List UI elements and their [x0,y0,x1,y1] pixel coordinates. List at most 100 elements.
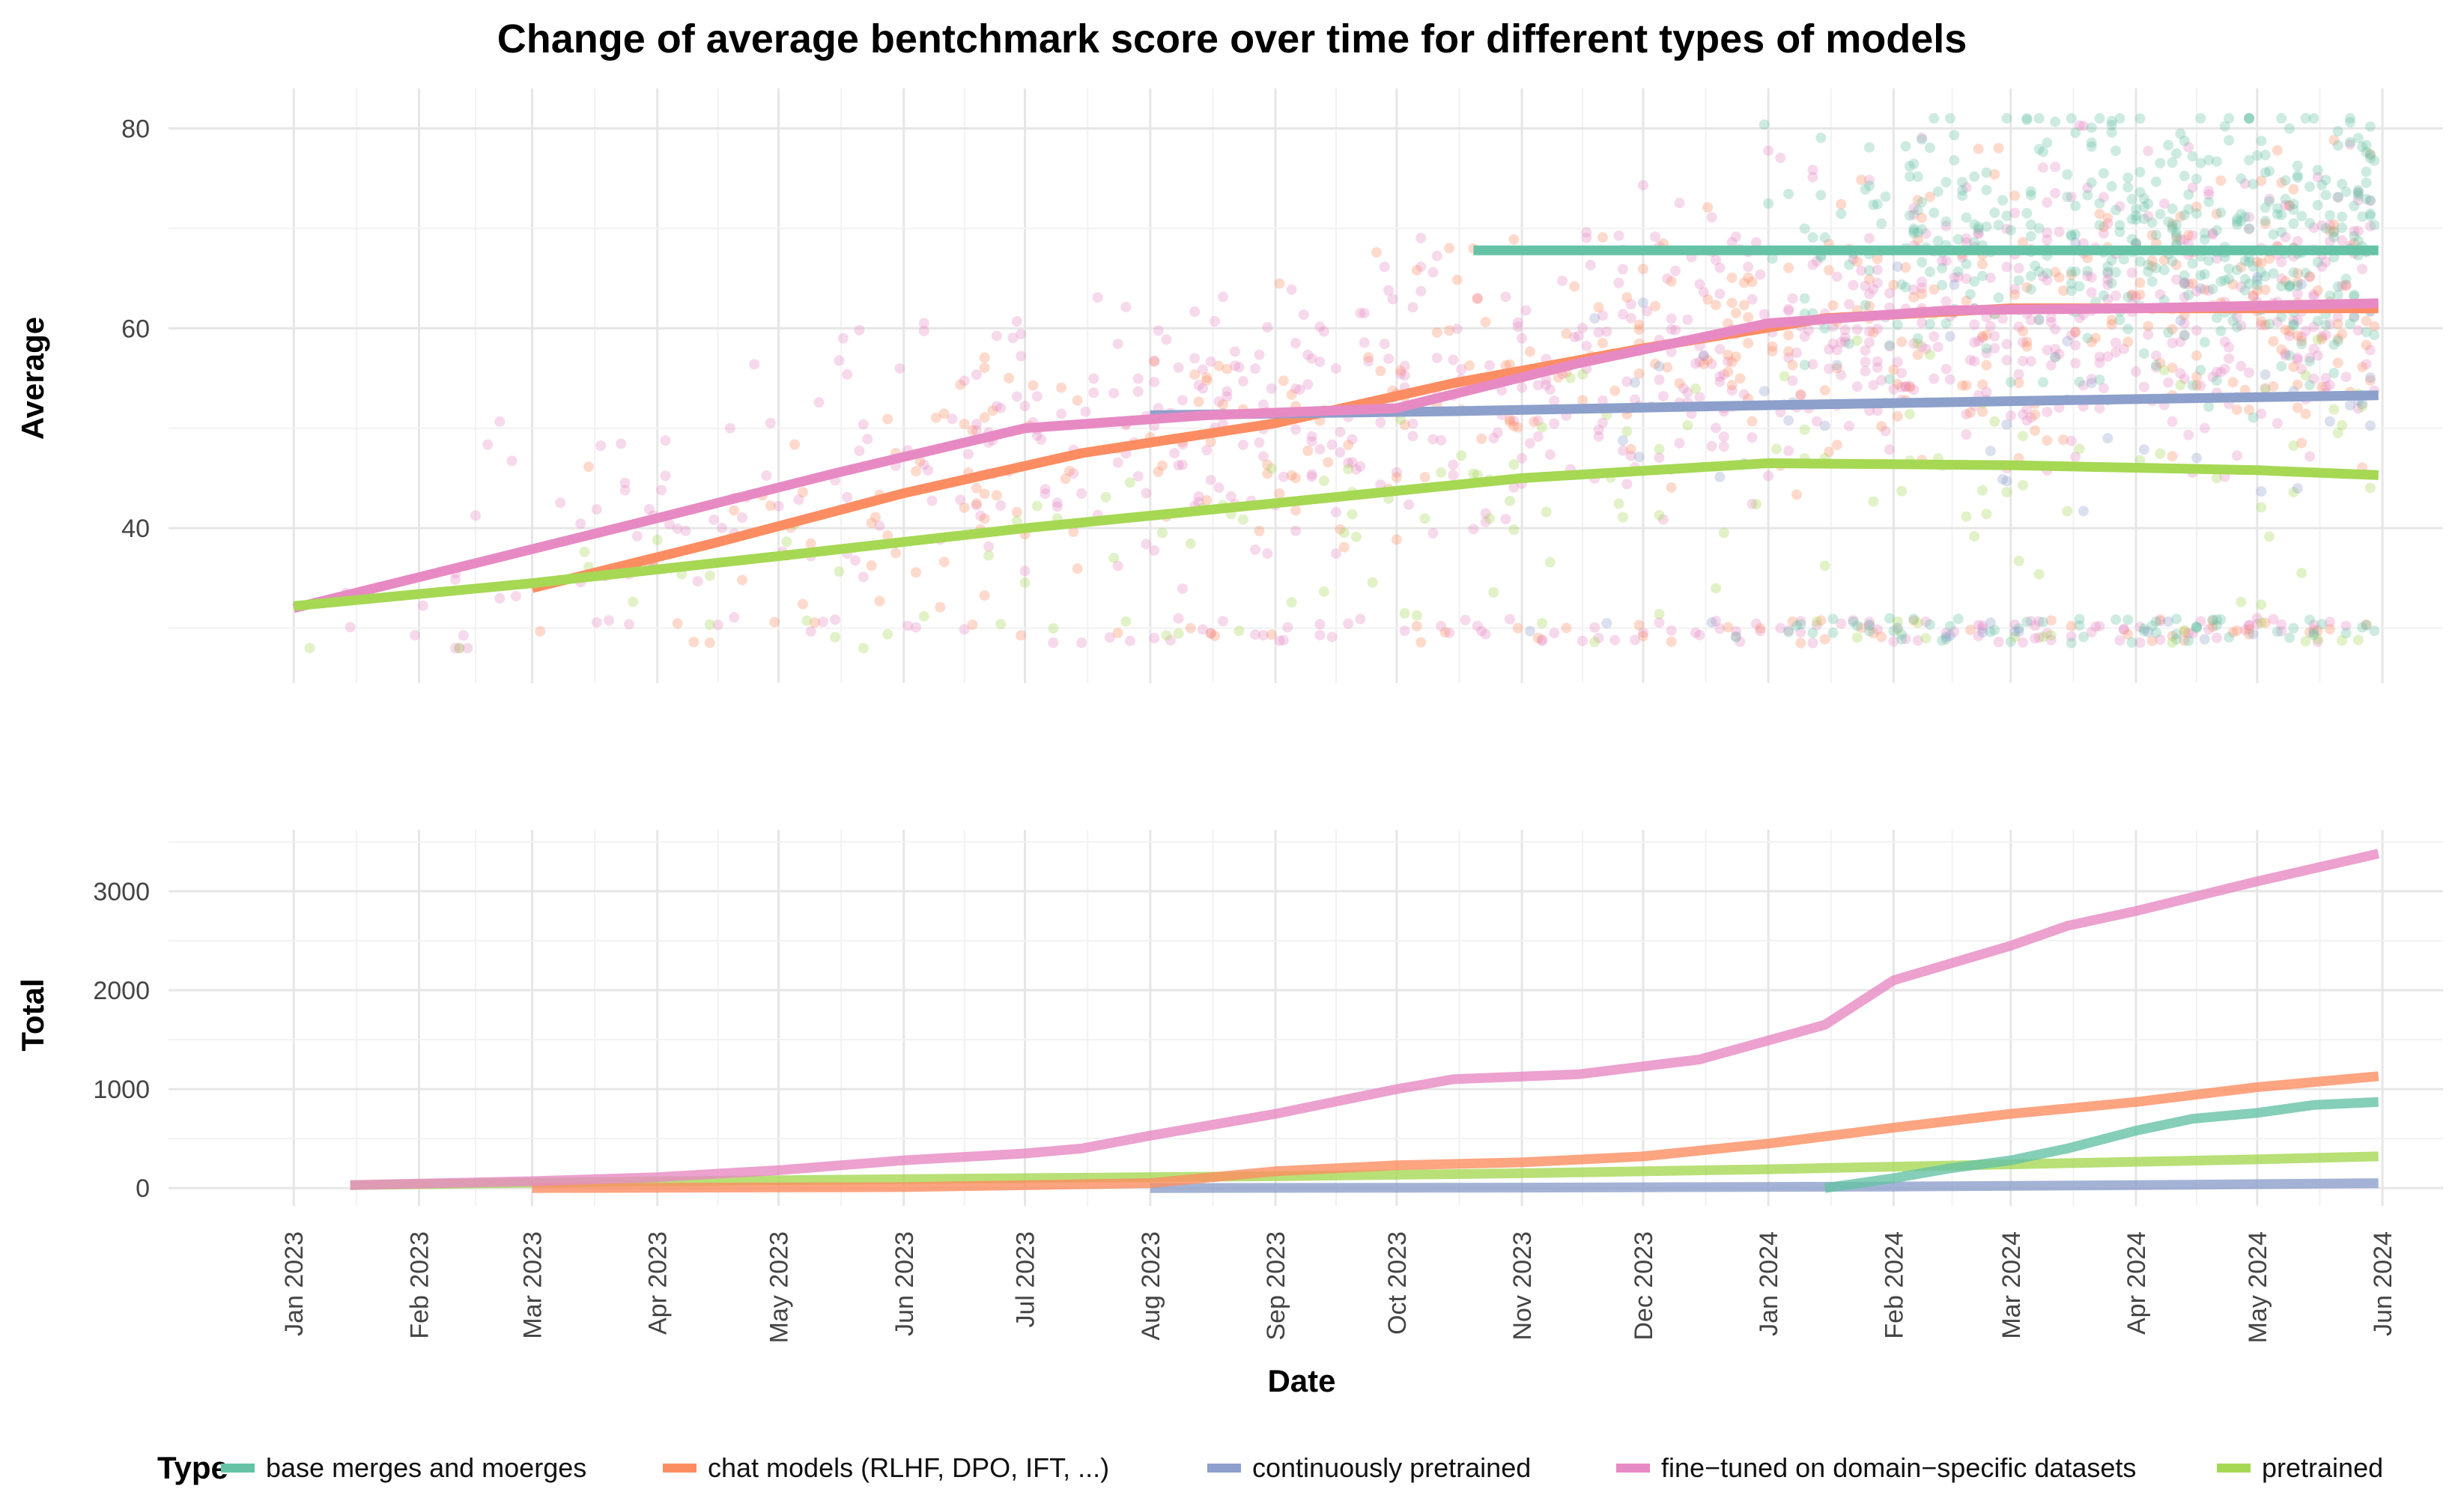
scatter-point [1040,488,1051,500]
scatter-point [1512,422,1523,433]
scatter-point [1787,375,1798,386]
scatter-point [2074,613,2085,625]
scatter-point [1868,199,1879,210]
scatter-point [2021,404,2033,415]
scatter-point [1016,630,1027,641]
scatter-point [1072,563,1083,574]
scatter-point [979,513,990,524]
scatter-point [2312,334,2323,345]
scatter-point [2260,150,2271,161]
y-tick-label: 80 [121,115,150,143]
scatter-point [1306,469,1317,480]
scatter-point [1876,631,1887,643]
scatter-point [1549,395,1560,407]
scatter-point [1633,452,1645,463]
scatter-point [1750,237,1761,248]
scatter-point [2111,337,2122,348]
scatter-point [967,619,978,631]
scatter-point [2187,230,2198,241]
scatter-point [2195,365,2206,376]
scatter-point [2320,330,2331,341]
scatter-point [2146,620,2158,631]
scatter-point [1831,271,1842,282]
scatter-point [1884,341,1895,352]
scatter-point [1621,376,1633,387]
scatter-point [2320,381,2331,392]
scatter-point [1924,267,1935,278]
scatter-point [938,557,950,568]
scatter-point [1819,634,1830,645]
scatter-point [1924,142,1935,154]
scatter-point [2332,140,2343,151]
scatter-point [2143,321,2154,332]
scatter-point [1124,477,1135,488]
scatter-point [1633,319,1645,330]
scatter-point [1650,300,1661,312]
scatter-point [2316,381,2328,392]
scatter-point [1132,373,1144,384]
scatter-point [2005,636,2016,647]
scatter-point [1193,396,1204,407]
scatter-point [1391,472,1402,483]
scatter-point [2042,267,2053,279]
scatter-point [1723,366,1734,377]
scatter-point [672,523,683,534]
scatter-point [1711,616,1722,627]
scatter-point [2138,193,2149,204]
scatter-point [1407,431,1418,442]
scatter-point [2090,621,2102,632]
scatter-point [1205,628,1216,639]
scatter-point [1500,291,1511,303]
y-tick-label: 60 [121,315,150,343]
scatter-point [1908,284,1920,295]
scatter-point [1625,299,1636,310]
scatter-point [1836,369,1847,380]
scatter-point [2284,123,2295,134]
scatter-point [1932,186,1943,197]
scatter-point [1593,431,1604,442]
scatter-point [975,510,986,521]
scatter-point [595,440,607,452]
scatter-point [2357,362,2368,373]
scatter-point [2183,229,2194,240]
scatter-point [2349,225,2360,237]
scatter-point [1839,332,1851,343]
scatter-point [2062,191,2073,202]
scatter-point [1217,291,1228,303]
scatter-point [1917,212,1928,223]
scatter-point [1630,394,1641,405]
scatter-point [1682,387,1693,398]
scatter-point [930,412,941,423]
scatter-point [1529,416,1540,428]
scatter-point [1714,471,1726,482]
scatter-point [2138,348,2149,359]
scatter-point [2070,127,2081,139]
scatter-point [1743,312,1754,323]
scatter-point [2328,339,2340,351]
scatter-point [1512,622,1523,634]
x-tick-label: May 2023 [765,1231,794,1343]
scatter-point [1395,414,1407,425]
scatter-point [2304,352,2315,363]
scatter-point [619,485,631,496]
scatter-point [2292,330,2303,342]
scatter-point [2033,616,2045,627]
scatter-point [2236,320,2247,331]
scatter-point [345,622,356,633]
scatter-point [2288,184,2299,195]
scatter-point [2070,339,2081,351]
scatter-point [1298,309,1309,321]
scatter-point [2179,210,2190,221]
scatter-point [2352,325,2364,336]
scatter-point [2264,195,2275,207]
scatter-point [2191,622,2202,634]
scatter-point [2324,616,2335,628]
scatter-point [2013,556,2024,567]
scatter-point [2224,353,2235,364]
scatter-point [2296,437,2307,449]
scatter-point [1912,339,1923,350]
scatter-point [991,401,1002,412]
scatter-point [874,595,885,607]
scatter-point [2170,259,2182,270]
x-tick-label: Nov 2023 [1508,1231,1537,1341]
